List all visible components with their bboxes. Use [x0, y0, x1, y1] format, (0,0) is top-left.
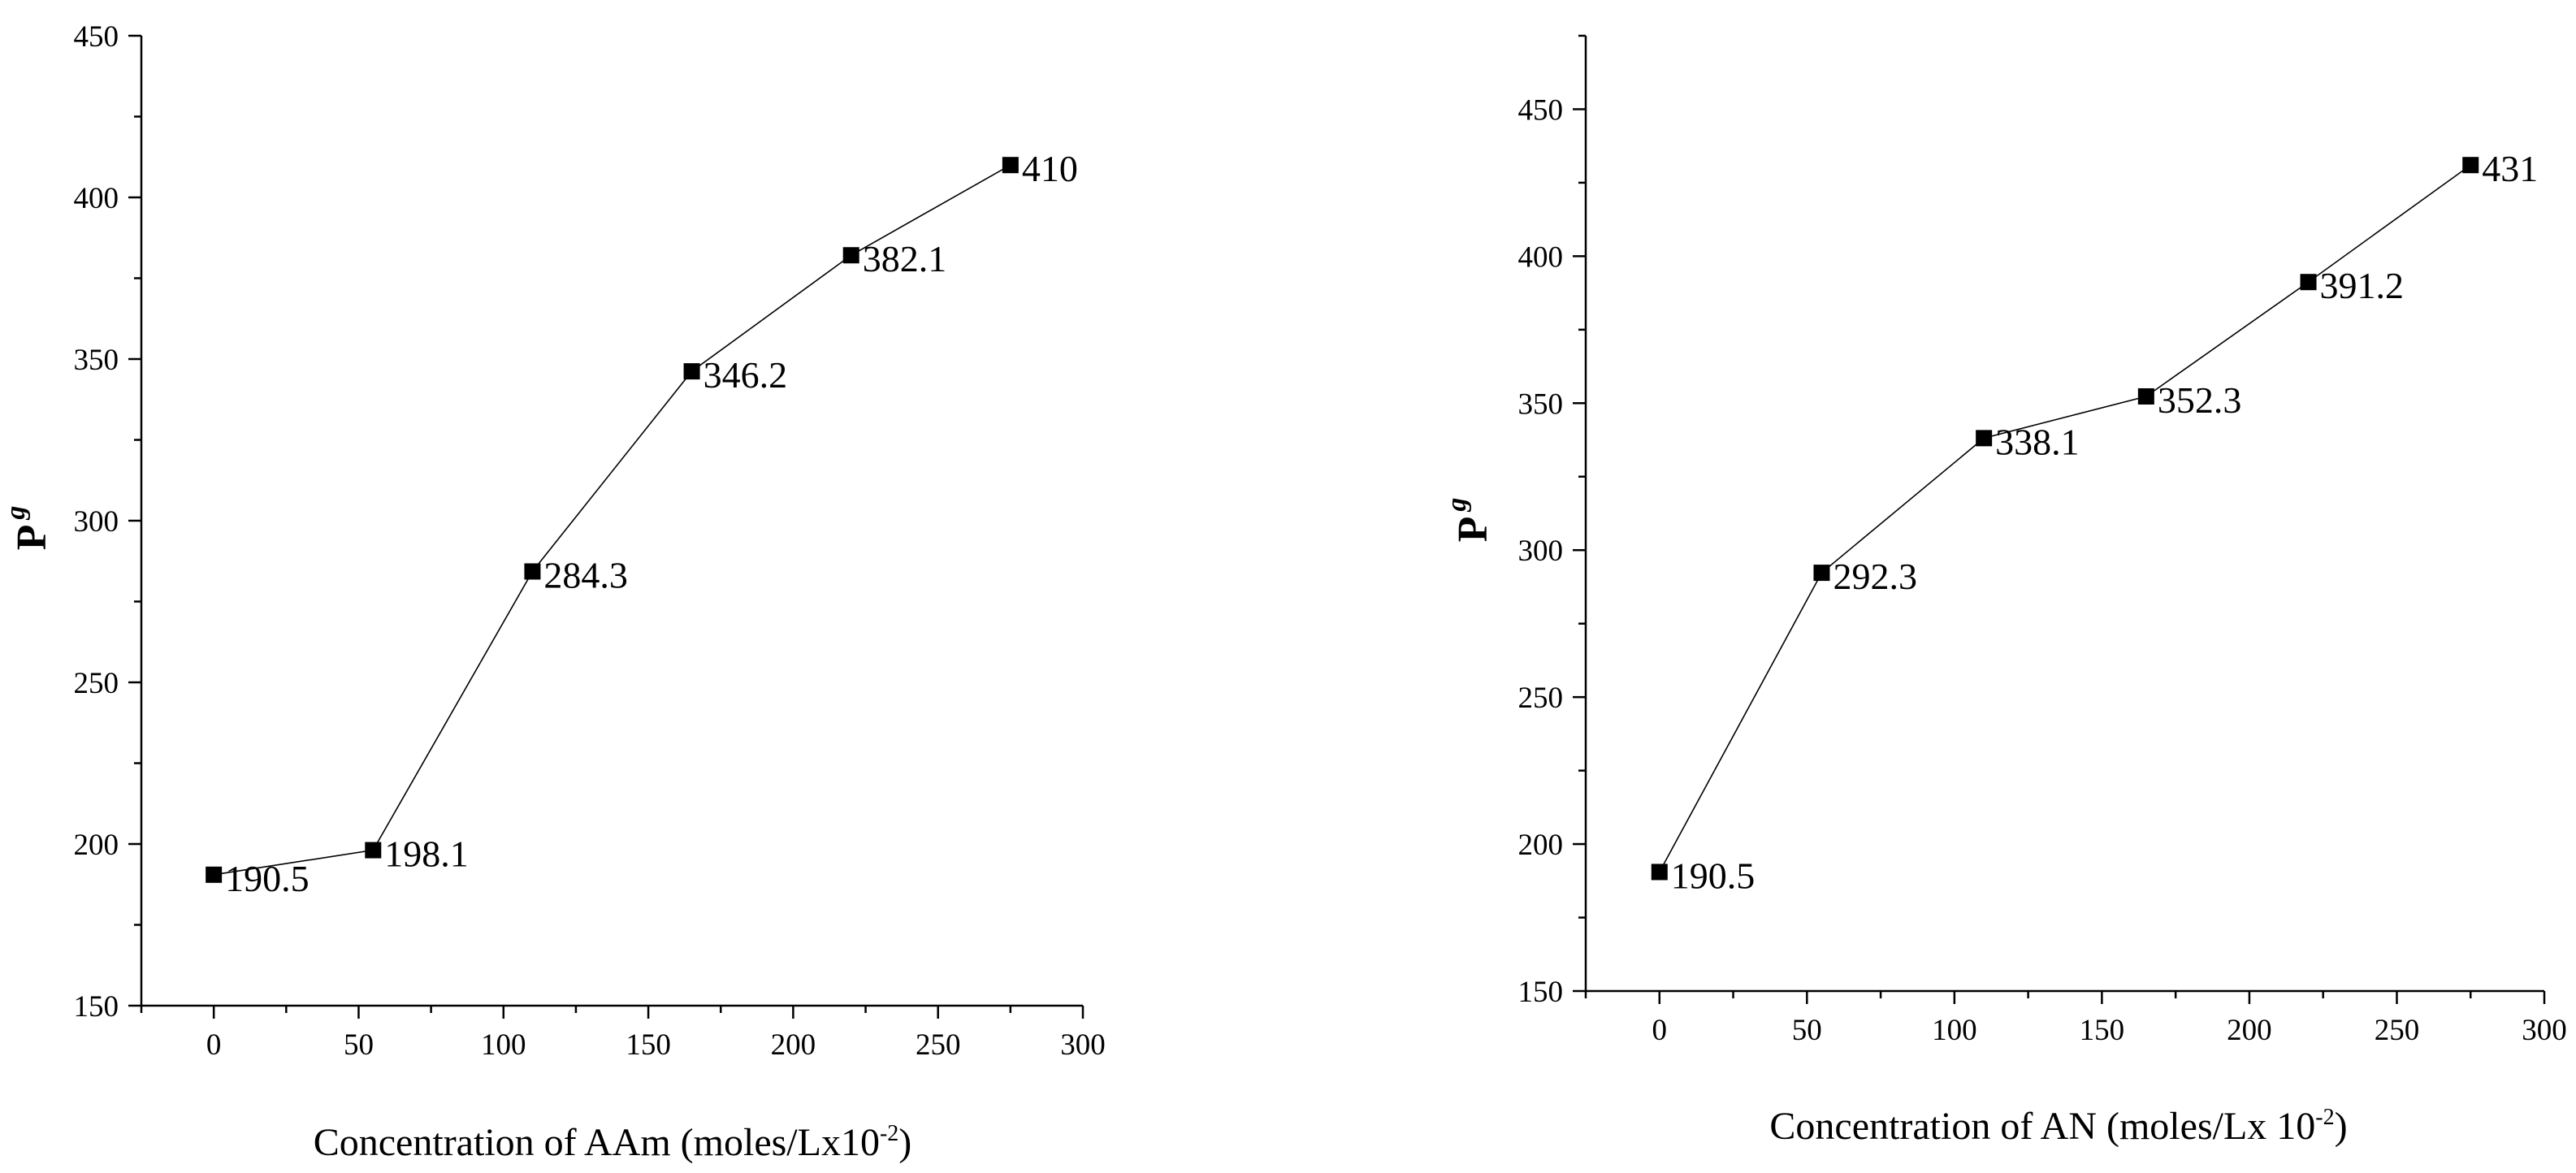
data-point-marker [1813, 565, 1830, 582]
x-tick-label: 250 [916, 1028, 961, 1062]
y-tick-label: 200 [1518, 829, 1564, 862]
data-label: 382.1 [863, 238, 947, 279]
chart-an: 0 50 100 150 200 250 300 150 200 250 300 350 400 450 1… [1442, 34, 2567, 1148]
x-tick-label: 100 [481, 1028, 526, 1062]
data-point-marker [2300, 274, 2317, 291]
data-point-marker [683, 363, 700, 380]
data-point-marker [524, 563, 541, 580]
data-point-marker [206, 866, 223, 883]
data-label: 410 [1022, 148, 1078, 189]
x-tick-label: 0 [206, 1028, 222, 1062]
data-label: 198.1 [384, 833, 469, 875]
x-axis-label: Concentration of AN (moles/Lx 10-2) [1769, 1105, 2347, 1148]
x-tick-label: 200 [771, 1028, 816, 1062]
x-tick-label: 150 [626, 1028, 671, 1062]
y-tick-label: 450 [1518, 93, 1564, 127]
data-point-marker [1651, 864, 1668, 881]
chart-aam: 0 50 100 150 200 250 300 150 200 250 300 350 400 450 1… [1, 20, 1106, 1164]
y-tick-label: 300 [1518, 535, 1564, 568]
x-tick-label: 150 [2080, 1014, 2125, 1047]
data-label: 190.5 [1671, 855, 1756, 896]
data-label: 391.2 [2320, 265, 2405, 306]
y-axis-label: Pg [1, 506, 55, 551]
data-point-marker [365, 842, 382, 859]
data-point-marker [842, 247, 859, 264]
y-tick-label: 150 [74, 990, 119, 1024]
data-point-marker [1976, 430, 1993, 447]
y-axis-label: Pg [1442, 498, 1496, 543]
y-tick-label: 250 [1518, 682, 1564, 715]
data-point-marker [2137, 387, 2154, 405]
x-tick-label: 200 [2227, 1014, 2272, 1047]
x-tick-label: 100 [1932, 1014, 1977, 1047]
series-line [1659, 164, 2471, 872]
data-point-marker [1002, 157, 1019, 174]
series-line [214, 164, 1011, 876]
y-tick-label: 450 [74, 20, 119, 54]
data-label: 190.5 [225, 858, 310, 899]
x-tick-label: 50 [344, 1028, 374, 1062]
y-tick-label: 250 [74, 667, 119, 700]
y-tick-label: 350 [74, 344, 119, 377]
x-tick-label: 250 [2375, 1014, 2420, 1047]
x-tick-label: 300 [1060, 1028, 1106, 1062]
y-tick-label: 200 [74, 829, 119, 862]
x-axis-label: Concentration of AAm (moles/Lx10-2) [314, 1121, 912, 1164]
data-label: 292.3 [1833, 556, 1917, 597]
y-tick-label: 400 [74, 182, 119, 215]
data-label: 352.3 [2158, 379, 2242, 421]
data-label: 346.2 [704, 354, 788, 396]
y-tick-label: 150 [1518, 976, 1564, 1009]
data-label: 284.3 [543, 554, 628, 595]
y-tick-label: 300 [74, 505, 119, 539]
data-label: 338.1 [1995, 421, 2080, 462]
x-tick-label: 50 [1792, 1014, 1822, 1047]
x-tick-label: 300 [2522, 1014, 2567, 1047]
y-tick-label: 350 [1518, 387, 1564, 421]
y-tick-label: 400 [1518, 240, 1564, 274]
x-tick-label: 0 [1652, 1014, 1668, 1047]
data-label: 431 [2482, 148, 2538, 189]
data-point-marker [2462, 157, 2479, 174]
